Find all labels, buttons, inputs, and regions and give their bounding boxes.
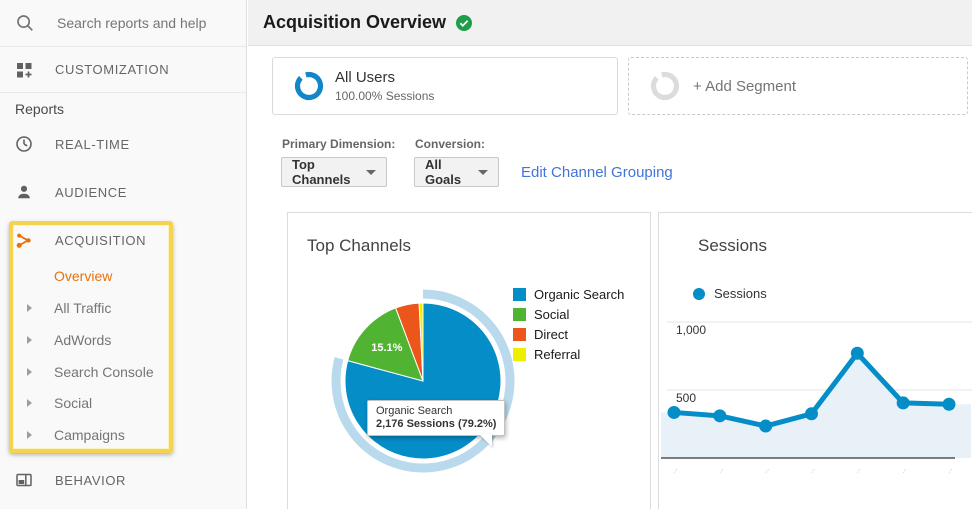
legend-label: Organic Search [534, 286, 625, 302]
sidebar-subitem-campaigns[interactable]: Campaigns [0, 423, 246, 447]
chevron-down-icon [478, 169, 488, 175]
top-channels-panel: Top Channels 15.1% Organic Search Social D… [287, 212, 651, 509]
sidebar-item-label: BEHAVIOR [55, 472, 127, 488]
legend-swatch-icon [513, 327, 526, 341]
expand-arrow-icon[interactable] [27, 431, 32, 439]
top-channels-pie-chart[interactable] [326, 284, 520, 478]
report-header: Acquisition Overview [248, 0, 972, 46]
acquisition-share-icon [16, 233, 31, 248]
sidebar-subitem-label: AdWords [54, 332, 112, 348]
segment-subtitle: 100.00% Sessions [335, 89, 435, 103]
sidebar-item-real-time[interactable]: REAL-TIME [0, 128, 246, 160]
expand-arrow-icon[interactable] [27, 399, 32, 407]
sidebar-subitem-label: Search Console [54, 364, 154, 380]
sidebar-subitem-label: Overview [54, 268, 113, 284]
search-bar[interactable] [0, 0, 246, 47]
sidebar-subitem-all-traffic[interactable]: All Traffic [0, 296, 246, 320]
svg-text:...: ... [763, 466, 771, 474]
behavior-layout-icon [16, 473, 32, 487]
expand-arrow-icon[interactable] [27, 336, 32, 344]
sidebar-item-behavior[interactable]: BEHAVIOR [0, 464, 246, 496]
pie-legend: Organic Search Social Direct Referral [513, 284, 624, 364]
legend-label: Referral [534, 346, 581, 362]
sessions-panel: Sessions Sessions 1,000 500 ............… [658, 212, 972, 509]
pie-tooltip: Organic Search 2,176 Sessions (79.2%) [367, 400, 506, 436]
svg-text:...: ... [854, 466, 862, 474]
series-label: Sessions [714, 286, 767, 301]
page-title: Acquisition Overview [263, 12, 447, 32]
legend-swatch-icon [513, 347, 526, 361]
expand-arrow-icon[interactable] [27, 304, 32, 312]
sidebar-item-label: AUDIENCE [55, 184, 127, 200]
reports-section-label: Reports [15, 101, 65, 117]
primary-dimension-value: Top Channels [292, 157, 351, 187]
legend-label: Direct [534, 326, 568, 342]
ytick-500: 500 [676, 391, 697, 405]
ytick-1000: 1,000 [676, 323, 707, 337]
person-icon [18, 185, 30, 199]
conversion-dropdown[interactable]: All Goals [414, 157, 499, 187]
sidebar-subitem-adwords[interactable]: AdWords [0, 328, 246, 352]
sidebar-item-acquisition[interactable]: ACQUISITION [0, 224, 246, 256]
sessions-title: Sessions [698, 236, 767, 255]
main-content: Acquisition Overview All Users 100.00% S… [248, 0, 972, 509]
primary-dimension-dropdown[interactable]: Top Channels [281, 157, 387, 187]
clock-icon [16, 136, 32, 152]
svg-text:...: ... [946, 466, 954, 474]
legend-item-direct: Direct [513, 324, 624, 344]
legend-item-referral: Referral [513, 344, 624, 364]
legend-item-social: Social [513, 304, 624, 324]
sidebar-item-label: REAL-TIME [55, 136, 130, 152]
conversion-label: Conversion: [415, 137, 486, 151]
sidebar-item-label: ACQUISITION [55, 232, 147, 248]
svg-text:...: ... [717, 466, 725, 474]
search-icon [17, 15, 33, 31]
sidebar-subitem-label: All Traffic [54, 300, 112, 316]
customization-label: CUSTOMIZATION [55, 62, 170, 77]
sidebar-item-customization[interactable]: CUSTOMIZATION [0, 47, 246, 93]
segment-donut-icon [294, 71, 324, 101]
sidebar-subitem-label: Social [54, 395, 93, 411]
expand-arrow-icon[interactable] [27, 368, 32, 376]
svg-text:...: ... [900, 466, 908, 474]
primary-dimension-label: Primary Dimension: [282, 137, 396, 151]
svg-text:...: ... [809, 466, 817, 474]
sidebar-subitem-social[interactable]: Social [0, 391, 246, 415]
verified-badge-icon [456, 14, 473, 31]
sidebar: CUSTOMIZATION Reports REAL-TIME AUDIENCE [0, 0, 247, 509]
sidebar-subitem-search-console[interactable]: Search Console [0, 360, 246, 384]
conversion-value: All Goals [425, 157, 462, 187]
segment-title: All Users [335, 69, 396, 86]
sidebar-item-audience[interactable]: AUDIENCE [0, 176, 246, 208]
sessions-legend: Sessions [693, 286, 767, 301]
edit-channel-grouping-link[interactable]: Edit Channel Grouping [521, 164, 673, 181]
customize-icon [17, 62, 32, 77]
sidebar-subitem-label: Campaigns [54, 427, 125, 443]
sidebar-subitem-overview[interactable]: Overview [0, 264, 246, 288]
pie-slice-percent-label: 15.1% [371, 342, 403, 355]
add-segment-button[interactable]: + Add Segment [628, 57, 968, 115]
sessions-line-chart[interactable]: ..................... [659, 313, 972, 493]
tooltip-channel-name: Organic Search [376, 405, 453, 417]
series-dot-icon [693, 287, 705, 300]
chevron-down-icon [366, 169, 376, 175]
legend-swatch-icon [513, 307, 526, 321]
legend-item-organic-search: Organic Search [513, 284, 624, 304]
add-segment-label: + Add Segment [693, 77, 796, 95]
add-segment-donut-icon [650, 71, 680, 101]
tooltip-sessions-value: 2,176 Sessions (79.2%) [376, 418, 497, 430]
segment-all-users[interactable]: All Users 100.00% Sessions [272, 57, 618, 115]
legend-swatch-icon [513, 287, 526, 301]
top-channels-title: Top Channels [307, 236, 411, 255]
search-input[interactable] [57, 15, 227, 31]
svg-text:...: ... [671, 466, 679, 474]
legend-label: Social [534, 306, 570, 322]
